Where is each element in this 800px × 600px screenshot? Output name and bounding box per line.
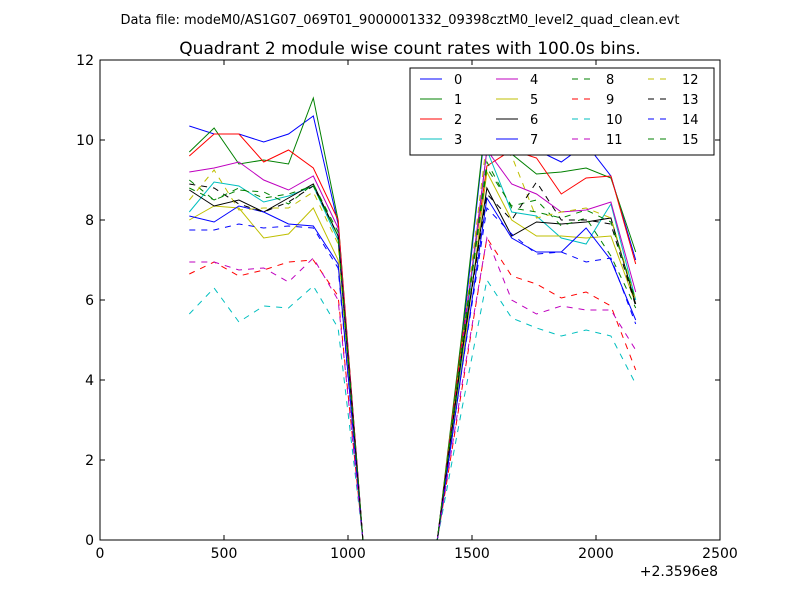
series-line-12 xyxy=(188,139,637,540)
legend-label-0: 0 xyxy=(454,73,462,88)
series-line-7 xyxy=(189,196,637,540)
legend-frame xyxy=(409,67,715,156)
y-tick-label: 12 xyxy=(76,53,94,69)
suptitle: Data file: modeM0/AS1G07_069T01_90000013… xyxy=(121,13,680,28)
x-tick-label: 500 xyxy=(211,546,238,562)
series-line-2 xyxy=(188,133,637,540)
legend-label-1: 1 xyxy=(454,93,462,108)
legend-label-11: 11 xyxy=(606,133,623,148)
y-tick-label: 4 xyxy=(85,373,94,389)
x-tick-label: 1000 xyxy=(330,546,366,562)
y-tick-label: 2 xyxy=(85,453,94,469)
y-tick-label: 8 xyxy=(85,213,94,229)
series-line-11 xyxy=(189,236,637,540)
legend-label-5: 5 xyxy=(530,93,538,108)
legend-label-3: 3 xyxy=(454,133,462,148)
x-axis-offset-label: +2.3596e8 xyxy=(640,564,718,580)
legend-label-4: 4 xyxy=(530,73,538,88)
series-line-9 xyxy=(189,236,637,540)
legend-label-14: 14 xyxy=(682,113,699,128)
series-group xyxy=(188,96,637,540)
series-line-5 xyxy=(189,170,637,540)
legend-label-7: 7 xyxy=(530,133,538,148)
y-tick-label: 10 xyxy=(76,133,94,149)
series-line-14 xyxy=(189,206,637,540)
x-tick-label: 0 xyxy=(96,546,105,562)
x-tick-label: 2000 xyxy=(578,546,614,562)
legend-label-15: 15 xyxy=(682,133,699,148)
y-tick-label: 0 xyxy=(85,533,94,549)
x-tick-label: 1500 xyxy=(454,546,490,562)
series-line-8 xyxy=(188,166,637,540)
legend-label-8: 8 xyxy=(606,73,614,88)
legend-label-9: 9 xyxy=(606,93,614,108)
chart-title: Quadrant 2 module wise count rates with … xyxy=(179,39,640,59)
plot-area: 0 500 1000 1500 2000 250002468101201234567891… xyxy=(76,53,738,562)
y-tick-label: 6 xyxy=(85,293,94,309)
series-line-6 xyxy=(189,183,637,540)
series-line-1 xyxy=(188,96,637,540)
legend-label-6: 6 xyxy=(530,113,538,128)
legend-label-10: 10 xyxy=(606,113,623,128)
legend-label-2: 2 xyxy=(454,113,462,128)
series-line-0 xyxy=(189,110,637,540)
series-line-13 xyxy=(189,181,637,540)
series-line-3 xyxy=(188,149,637,540)
series-line-10 xyxy=(188,278,637,540)
series-line-15 xyxy=(189,160,637,540)
legend-label-13: 13 xyxy=(682,93,699,108)
legend-label-12: 12 xyxy=(682,73,699,88)
x-tick-label: 2500 xyxy=(702,546,738,562)
